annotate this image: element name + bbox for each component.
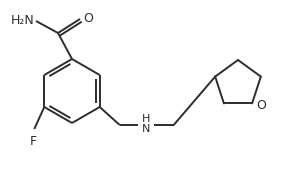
Text: H₂N: H₂N [10,14,34,26]
Text: H
N: H N [142,114,150,134]
Text: F: F [30,135,37,148]
Text: O: O [256,99,266,112]
Text: O: O [83,12,93,24]
